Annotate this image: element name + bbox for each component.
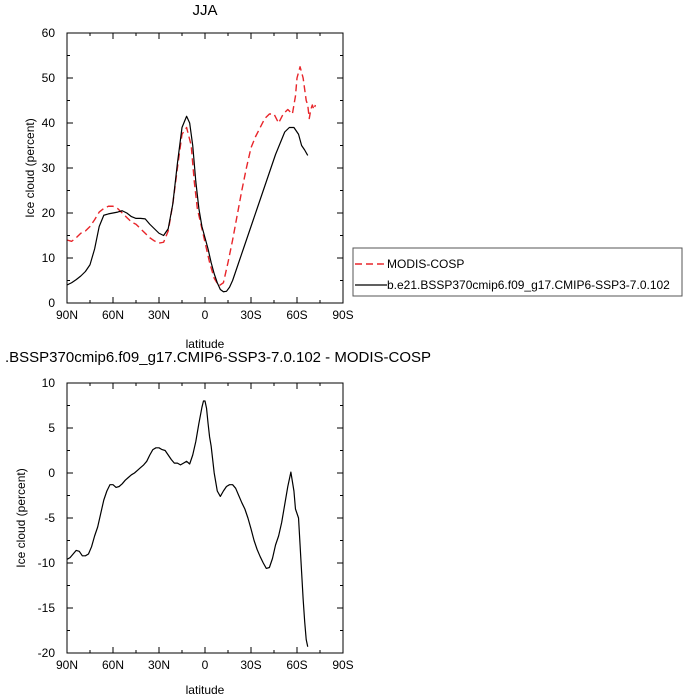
top-y-tick-label: 50: [42, 71, 56, 85]
top-x-tick-label: 60S: [286, 308, 307, 322]
top-x-tick-label: 90S: [332, 308, 353, 322]
top-x-tick-label: 30S: [240, 308, 261, 322]
bottom-series-line-model: [66, 400, 309, 647]
top-y-tick-label: 60: [42, 26, 56, 40]
legend: MODIS-COSP b.e21.BSSP370cmip6.f09_g17.CM…: [352, 247, 683, 297]
top-x-tick-label: 30N: [148, 308, 170, 322]
bottom-y-tick-label: -10: [38, 556, 56, 570]
bottom-x-axis-label: latitude: [186, 683, 225, 697]
top-x-tick-label: 90N: [56, 308, 78, 322]
bottom-x-tick-label: 0: [202, 658, 209, 672]
bottom-y-tick-label: 10: [42, 376, 56, 390]
bottom-y-tick-label: -20: [38, 646, 56, 660]
top-y-tick-label: 30: [42, 161, 56, 175]
legend-entry-model: b.e21.BSSP370cmip6.f09_g17.CMIP6-SSP3-7.…: [387, 278, 670, 292]
top-series-line-model: [66, 115, 309, 293]
top-x-axis-label: latitude: [186, 337, 225, 351]
bottom-plot-frame: [66, 382, 344, 654]
bottom-x-tick-label: 90N: [56, 658, 78, 672]
top-x-tick-label: 60N: [102, 308, 124, 322]
bottom-y-tick-label: 0: [48, 466, 55, 480]
top-plot-frame: [66, 32, 344, 304]
legend-box: [352, 247, 683, 297]
top-series-line-modis-cosp: [66, 66, 317, 287]
bottom-y-axis-label: Ice cloud (percent): [14, 468, 28, 567]
top-y-tick-label: 10: [42, 251, 56, 265]
bottom-x-tick-label: 90S: [332, 658, 353, 672]
bottom-chart-title: .BSSP370cmip6.f09_g17.CMIP6-SSP3-7.0.102…: [5, 349, 431, 366]
bottom-x-tick-label: 30S: [240, 658, 261, 672]
bottom-panel: .BSSP370cmip6.f09_g17.CMIP6-SSP3-7.0.102…: [5, 349, 431, 697]
bottom-x-tick-label: 60N: [102, 658, 124, 672]
top-y-tick-label: 40: [42, 116, 56, 130]
bottom-y-tick-label: 5: [48, 421, 55, 435]
top-panel: JJA Ice cloud (percent) latitude 90N 60N 3…: [23, 2, 354, 351]
top-y-tick-label: 0: [48, 296, 55, 310]
top-chart-title: JJA: [192, 2, 217, 19]
top-y-axis-label: Ice cloud (percent): [23, 118, 37, 217]
bottom-y-tick-label: -5: [44, 511, 55, 525]
top-x-tick-label: 0: [202, 308, 209, 322]
bottom-x-tick-label: 60S: [286, 658, 307, 672]
top-y-tick-label: 20: [42, 206, 56, 220]
bottom-x-tick-label: 30N: [148, 658, 170, 672]
legend-entry-modis: MODIS-COSP: [387, 257, 464, 271]
bottom-y-tick-label: -15: [38, 601, 56, 615]
